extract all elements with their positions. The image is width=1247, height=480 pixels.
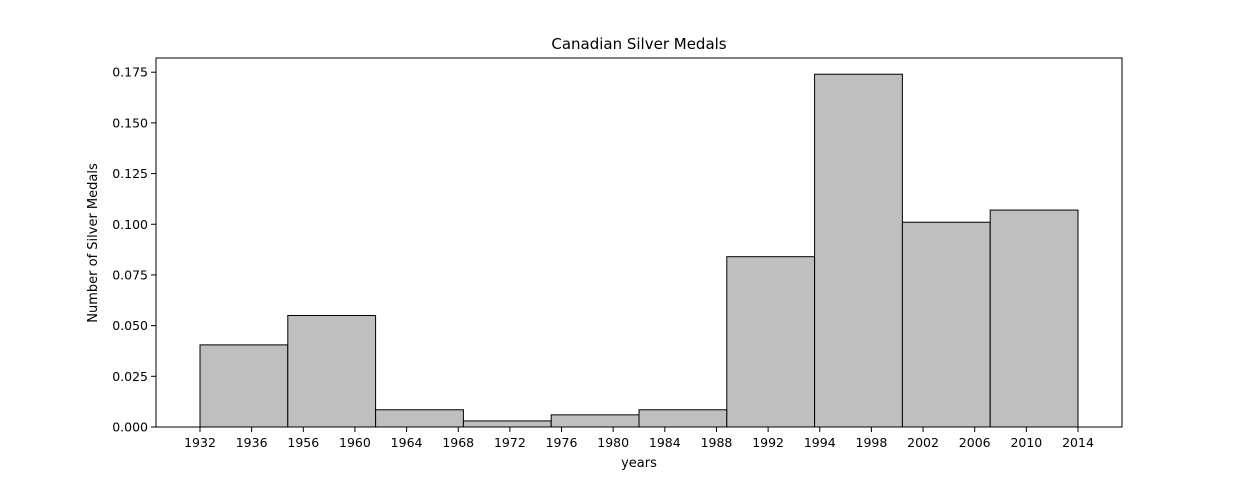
y-tick-label: 0.175 <box>112 65 148 80</box>
histogram-bar <box>462 420 552 428</box>
x-axis: 1932 1936 1956 1960 1964 1968 1972 1976 1980 1984… <box>184 427 1094 450</box>
y-tick-label: 0.000 <box>112 420 148 435</box>
x-tick-label: 1960 <box>339 435 371 450</box>
x-tick-label: 1994 <box>804 435 836 450</box>
chart-title: Canadian Silver Medals <box>551 35 726 53</box>
y-tick-label: 0.050 <box>112 318 148 333</box>
histogram-bar <box>375 409 464 428</box>
histogram-bar <box>989 209 1079 428</box>
y-tick-label: 0.150 <box>112 115 148 130</box>
x-tick-label: 1964 <box>391 435 423 450</box>
y-tick-label: 0.075 <box>112 267 148 282</box>
x-tick-label: 1936 <box>236 435 268 450</box>
bars-group <box>199 73 1079 428</box>
y-axis: 0.000 0.025 0.050 0.075 0.100 0.125 0.150 0.175 <box>112 65 156 435</box>
x-tick-label: 2002 <box>907 435 939 450</box>
histogram-bar <box>726 256 816 428</box>
x-tick-label: 1984 <box>649 435 681 450</box>
x-tick-label: 1980 <box>597 435 629 450</box>
x-tick-label: 2014 <box>1062 435 1094 450</box>
x-axis-label: years <box>621 456 657 471</box>
x-tick-label: 1972 <box>494 435 526 450</box>
histogram-bar <box>199 344 289 428</box>
y-tick-label: 0.100 <box>112 217 148 232</box>
histogram-bar <box>287 314 377 428</box>
x-tick-label: 1956 <box>287 435 319 450</box>
x-tick-label: 1932 <box>184 435 216 450</box>
histogram-bar <box>550 414 640 428</box>
x-tick-label: 1976 <box>546 435 578 450</box>
x-tick-label: 2010 <box>1010 435 1042 450</box>
x-tick-label: 1992 <box>752 435 784 450</box>
x-tick-label: 1988 <box>701 435 733 450</box>
y-axis-label: Number of Silver Medals <box>86 163 101 323</box>
x-tick-label: 1998 <box>856 435 888 450</box>
x-tick-label: 2006 <box>959 435 991 450</box>
x-tick-label: 1968 <box>442 435 474 450</box>
plot-frame <box>155 57 1123 428</box>
histogram-bar <box>901 221 991 428</box>
histogram-bar <box>814 73 903 428</box>
y-tick-label: 0.025 <box>112 369 148 384</box>
histogram-bar <box>638 409 728 428</box>
y-tick-label: 0.125 <box>112 166 148 181</box>
